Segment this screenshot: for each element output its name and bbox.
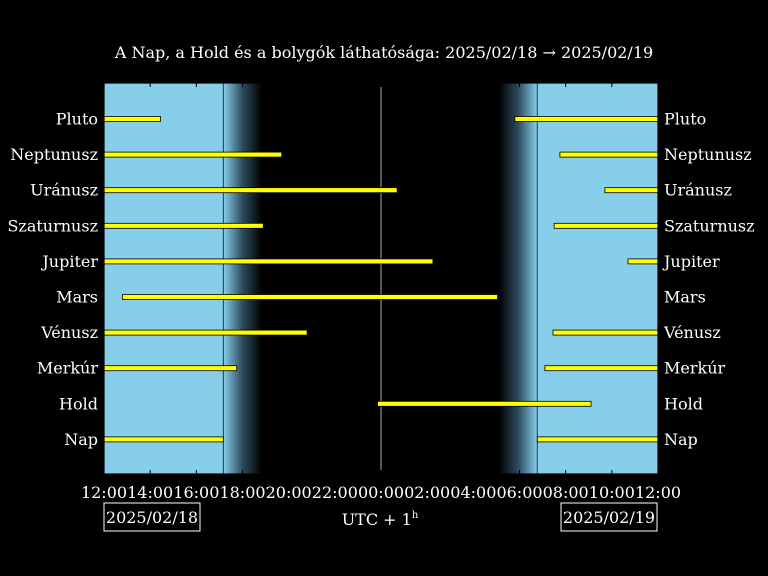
date-right: 2025/02/19 <box>563 508 655 527</box>
bar-pluto-2 <box>514 116 659 122</box>
x-tick-label-6: 00:00 <box>358 483 404 502</box>
x-tick-label-11: 10:00 <box>589 483 635 502</box>
x-tick-label-7: 02:00 <box>404 483 450 502</box>
x-tick-label-10: 08:00 <box>543 483 589 502</box>
bar-jupiter-2 <box>627 258 659 265</box>
x-axis-label-text: UTC + 1 <box>342 510 412 529</box>
date-left: 2025/02/18 <box>106 508 198 527</box>
x-tick-label-1: 14:00 <box>127 483 173 502</box>
row-label-hold: Hold <box>59 394 98 413</box>
row-labels-right: Pluto Neptunusz Uránusz Szaturnusz Jupiter Ma… <box>662 110 755 449</box>
bar-szaturnusz-2 <box>553 222 659 229</box>
row-label-nap: Nap <box>64 430 98 449</box>
x-tick-label-12: 12:00 <box>635 483 681 502</box>
bar-hold-1 <box>377 400 592 407</box>
bar-mars-1 <box>122 294 498 300</box>
plot-area <box>103 82 659 475</box>
bar-venusz-1 <box>103 329 308 336</box>
bar-uranusz-1 <box>103 187 398 194</box>
row-label-right-uranusz: Uránusz <box>664 181 732 200</box>
bar-nap-2 <box>536 436 659 443</box>
row-label-merkur: Merkúr <box>37 359 99 378</box>
twilight-morning <box>498 83 538 474</box>
bar-szaturnusz-1 <box>103 222 264 229</box>
row-label-right-mars: Mars <box>664 288 706 307</box>
x-tick-label-5: 22:00 <box>312 483 358 502</box>
bar-merkur-1 <box>103 365 238 372</box>
row-label-uranusz: Uránusz <box>30 181 98 200</box>
row-label-right-merkur: Merkúr <box>664 359 726 378</box>
day-region-morning <box>537 83 658 474</box>
x-tick-label-2: 16:00 <box>173 483 219 502</box>
bar-uranusz-2 <box>604 187 659 194</box>
row-labels-left: Pluto Neptunusz Uránusz Szaturnusz Jupiter Ma… <box>7 110 98 449</box>
chart-title: A Nap, a Hold és a bolygók láthatósága: … <box>114 43 653 62</box>
bar-venusz-2 <box>552 329 659 336</box>
bar-pluto-1 <box>103 116 161 122</box>
bar-jupiter-1 <box>103 258 434 265</box>
x-axis: 12:00 14:00 16:00 18:00 20:00 22:00 00:00 02:00… <box>81 83 681 502</box>
x-axis-label: UTC + 1h <box>342 510 419 529</box>
bar-merkur-2 <box>544 365 659 372</box>
x-tick-label-9: 06:00 <box>496 483 542 502</box>
twilight-evening <box>223 83 263 474</box>
row-label-right-pluto: Pluto <box>664 110 706 129</box>
row-label-right-jupiter: Jupiter <box>662 252 720 271</box>
x-tick-label-0: 12:00 <box>81 483 127 502</box>
x-tick-label-4: 20:00 <box>266 483 312 502</box>
bar-neptunusz-1 <box>103 151 283 158</box>
row-label-right-nap: Nap <box>664 430 698 449</box>
x-tick-label-8: 04:00 <box>450 483 496 502</box>
row-label-neptunusz: Neptunusz <box>10 145 98 164</box>
day-region-evening <box>104 83 224 474</box>
row-label-right-venusz: Vénusz <box>663 323 721 342</box>
row-label-right-szaturnusz: Szaturnusz <box>664 216 755 235</box>
row-label-pluto: Pluto <box>56 110 98 129</box>
date-box-left: 2025/02/18 <box>103 502 201 532</box>
row-label-jupiter: Jupiter <box>40 252 98 271</box>
date-box-left-frame <box>103 502 201 532</box>
row-label-right-neptunusz: Neptunusz <box>664 145 752 164</box>
row-label-mars: Mars <box>56 288 98 307</box>
bar-neptunusz-2 <box>559 151 659 158</box>
row-label-right-hold: Hold <box>664 394 703 413</box>
row-label-szaturnusz: Szaturnusz <box>7 216 98 235</box>
x-axis-label-superscript: h <box>412 510 419 521</box>
x-tick-label-3: 18:00 <box>219 483 265 502</box>
row-label-venusz: Vénusz <box>40 323 98 342</box>
date-box-right: 2025/02/19 <box>560 502 658 532</box>
date-box-right-frame <box>560 502 658 532</box>
bar-nap-1 <box>103 436 224 443</box>
